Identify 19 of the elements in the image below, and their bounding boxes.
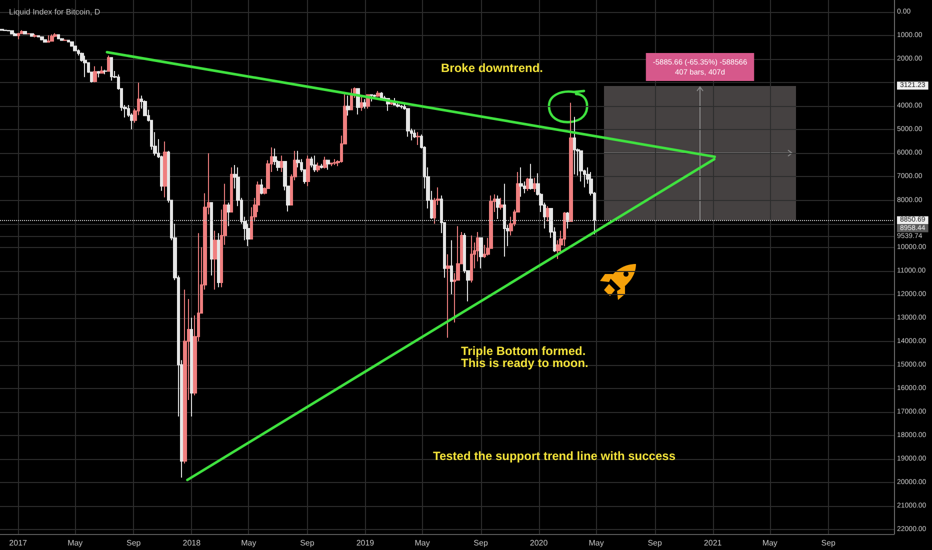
x-tick-label: May	[414, 538, 430, 548]
x-tick-label: Sep	[126, 538, 142, 548]
x-tick-label: 2019	[356, 538, 375, 548]
annotation: Tested the support trend line with success	[433, 449, 676, 463]
x-tick-label: Sep	[300, 538, 315, 548]
x-tick-label: 2021	[704, 538, 722, 548]
x-tick-label: Sep	[821, 538, 836, 548]
x-tick-label: May	[588, 538, 604, 548]
x-tick-label: Sep	[474, 538, 488, 548]
x-tick-label: May	[762, 538, 778, 548]
x-tick-label: 2018	[182, 538, 202, 548]
x-tick-label: May	[241, 538, 256, 548]
x-tick-label: 2017	[9, 538, 28, 548]
x-tick-label: May	[68, 538, 83, 548]
annotation: Triple Bottom formed. This is ready to moon.	[461, 344, 588, 370]
x-tick-label: Sep	[648, 538, 662, 548]
annotation: Broke downtrend.	[440, 61, 544, 75]
x-tick-label: 2020	[530, 538, 548, 548]
text: Liquid Index for Bitcoin, D	[9, 8, 100, 16]
